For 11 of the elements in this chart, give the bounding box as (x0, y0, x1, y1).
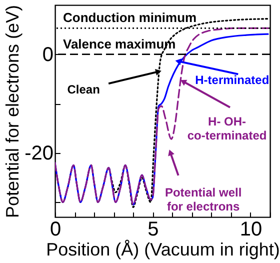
annotation: H-terminated (195, 73, 270, 88)
x-axis-title: Position (Å) (Vacuum in right) (46, 240, 280, 260)
ref-line-label: Conduction minimum (63, 10, 197, 26)
x-tick-label: 10 (240, 218, 262, 240)
x-tick-label: 5 (148, 218, 159, 240)
annotation: Clean (67, 82, 100, 97)
ref-line-label: Valence maximum (63, 36, 176, 52)
annotation: Potential well for electrons (164, 185, 242, 214)
annotation: H- OH- co-terminated (187, 114, 267, 142)
y-tick-label: -20 (24, 142, 54, 164)
y-axis-title: Potential for electrons (eV) (2, 4, 23, 218)
